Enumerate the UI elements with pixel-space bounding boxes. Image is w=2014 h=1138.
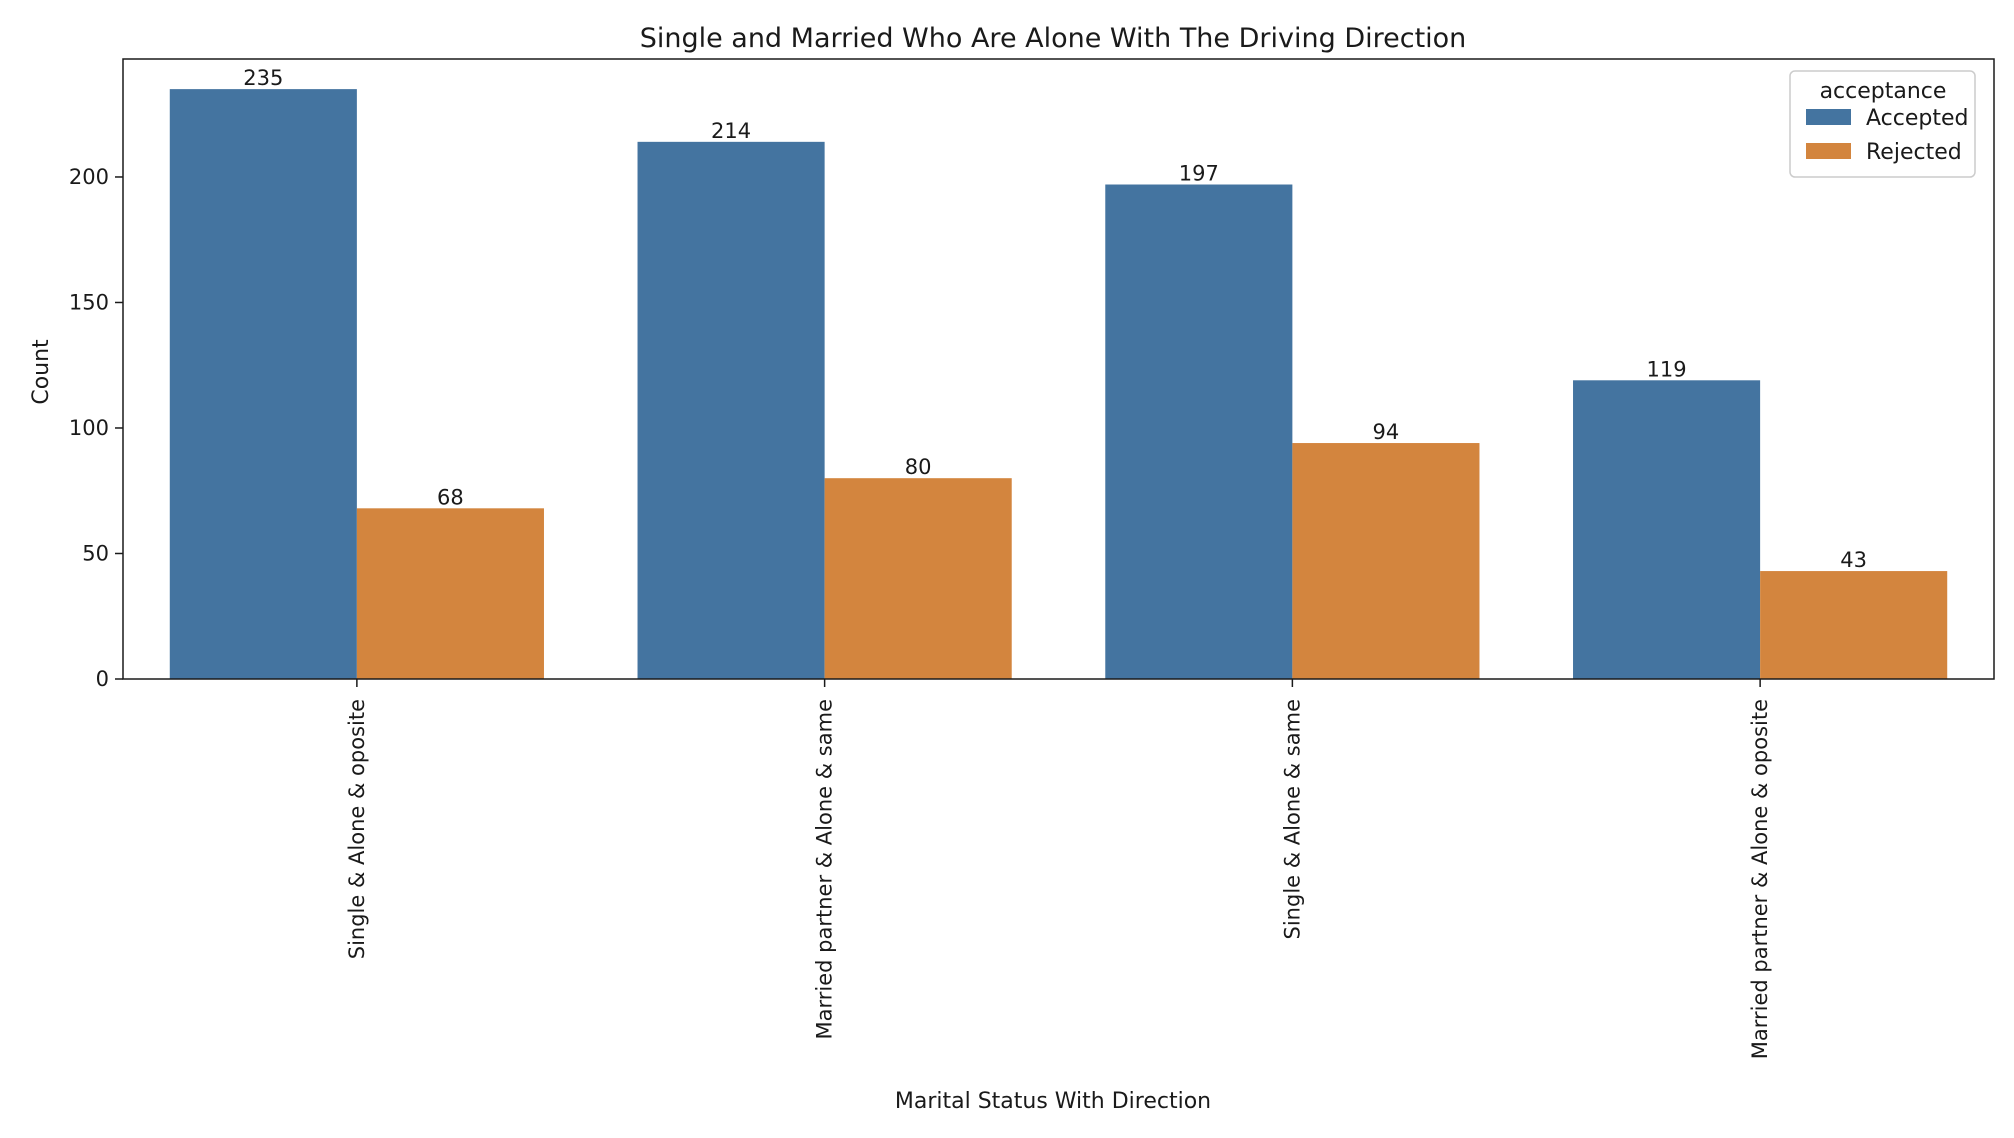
bar-value-label: 119 [1647, 357, 1687, 381]
bar-value-label: 68 [437, 485, 464, 509]
bar-accepted-2 [637, 141, 825, 680]
bar-value-label: 94 [1373, 420, 1400, 444]
bar-accepted-4 [1573, 380, 1761, 679]
legend-swatch-accepted [1806, 109, 1851, 125]
bar-value-label: 80 [905, 455, 932, 479]
bar-accepted-1 [169, 89, 357, 679]
bar-accepted-3 [1105, 184, 1293, 679]
y-tick-label: 0 [96, 667, 109, 691]
y-axis: 0 50 100 150 200 [69, 165, 123, 691]
bar-rejected-3 [1292, 443, 1480, 679]
legend-label-rejected: Rejected [1866, 140, 1962, 165]
x-tick-label: Single & Alone & oposite [345, 699, 369, 959]
y-tick-label: 150 [69, 290, 109, 314]
x-tick-label: Married partner & Alone & oposite [1748, 699, 1772, 1059]
bar-rejected-4 [1760, 571, 1948, 679]
bar-rejected-2 [824, 478, 1012, 679]
bars-group [169, 89, 1948, 680]
legend-title: acceptance [1820, 79, 1947, 104]
y-tick-label: 100 [69, 416, 109, 440]
bar-value-label: 235 [243, 66, 283, 90]
x-tick-label: Married partner & Alone & same [813, 699, 837, 1040]
chart-title: Single and Married Who Are Alone With Th… [640, 23, 1467, 54]
x-axis: Single & Alone & oposite Married partner … [345, 679, 1772, 1059]
bar-value-label: 197 [1179, 162, 1219, 186]
bar-value-label: 43 [1840, 548, 1867, 572]
y-tick-label: 50 [82, 541, 109, 565]
plot-frame [122, 58, 1995, 680]
x-tick-label: Single & Alone & same [1280, 699, 1304, 939]
bar-rejected-1 [356, 508, 544, 679]
y-axis-label: Count [29, 339, 54, 405]
x-axis-label: Marital Status With Direction [895, 1089, 1211, 1114]
bar-value-label: 214 [711, 119, 751, 143]
legend: acceptance Accepted Rejected [1789, 70, 1976, 178]
bar-labels-group: 235 68 214 80 197 94 119 43 [243, 66, 1867, 572]
legend-label-accepted: Accepted [1866, 106, 1968, 131]
y-tick-label: 200 [69, 165, 109, 189]
legend-items: Accepted Rejected [1806, 106, 1968, 165]
legend-swatch-rejected [1806, 143, 1851, 159]
